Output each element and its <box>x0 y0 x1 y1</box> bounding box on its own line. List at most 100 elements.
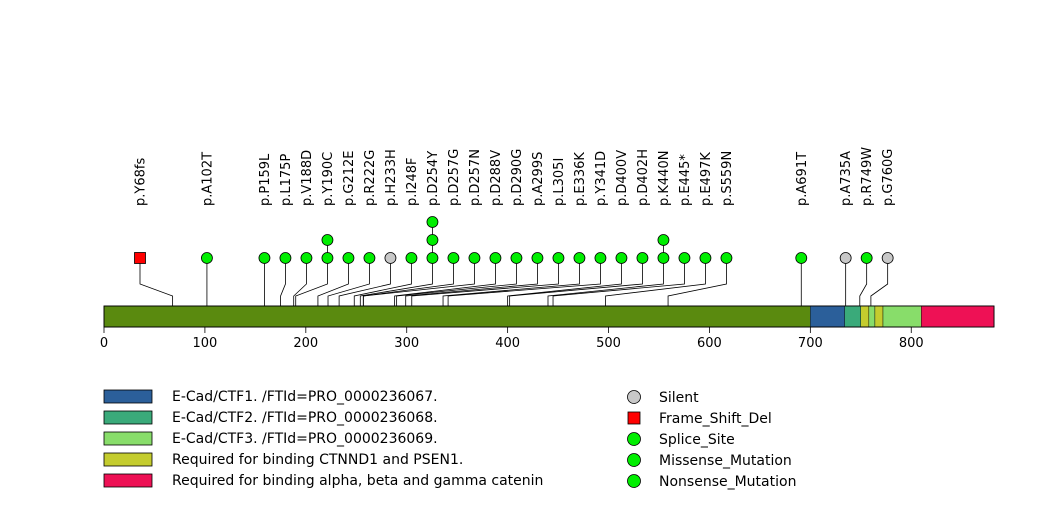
label-p-h233h: p.H233H <box>384 149 399 206</box>
marker-p-a691t-1 <box>795 252 808 264</box>
domain-legend-swatch-1 <box>103 410 153 425</box>
marker-p-v188d-1 <box>300 252 313 264</box>
marker-p-y341d-1 <box>594 252 607 264</box>
mutation-labels: p.Y68fs p.A102T p.P159L p.L175P p.V188D p.Y19… <box>134 147 897 206</box>
domain-legend-swatch-4 <box>103 473 153 488</box>
label-p-s559n: p.S559N <box>720 151 735 206</box>
mutation-legend-label-splice-site: Splice_Site <box>659 432 735 448</box>
label-p-y190c: p.Y190C <box>321 152 336 206</box>
label-p-d254y: p.D254Y <box>426 151 441 206</box>
marker-p-a735a-1 <box>839 252 852 264</box>
mutation-legend-label-frame-shift-del: Frame_Shift_Del <box>659 411 772 427</box>
stem-p-d257n <box>362 258 475 306</box>
mutation-legend-symbol-frame-shift-del <box>627 411 641 425</box>
domain-6-required-for-binding-alpha-beta-and-gamma-catenin <box>921 305 995 328</box>
marker-p-r222g-1 <box>363 252 376 264</box>
label-p-a299s: p.A299S <box>531 152 546 206</box>
domain-3-e-cad-ctf3-ftid-pro-0000236069 <box>868 305 876 328</box>
domain-legend-label-4: Required for binding alpha, beta and gam… <box>172 473 543 489</box>
label-p-k440n: p.K440N <box>657 151 672 206</box>
x-tick-label-700: 700 <box>798 336 823 351</box>
stem-p-r749w <box>859 258 868 306</box>
marker-p-d288v-1 <box>489 252 502 264</box>
domain-0-e-cad-ctf1-ftid-pro-0000236067 <box>810 305 845 328</box>
domain-legend-label-0: E-Cad/CTF1. /FTId=PRO_0000236067. <box>172 389 438 405</box>
mutation-legend-label-missense-mutation: Missense_Mutation <box>659 453 792 469</box>
mutation-markers <box>134 216 894 264</box>
x-tick-label-400: 400 <box>495 336 520 351</box>
x-tick-label-800: 800 <box>899 336 924 351</box>
marker-p-y190c-2 <box>321 234 334 246</box>
x-tick-label-300: 300 <box>394 336 419 351</box>
stem-p-l175p <box>280 258 286 306</box>
label-p-d257g: p.D257G <box>447 149 462 206</box>
protein-backbone-group <box>103 305 995 328</box>
stem-p-e336k <box>442 258 580 306</box>
marker-p-h233h-1 <box>384 252 397 264</box>
label-p-e445: p.E445* <box>678 154 693 206</box>
label-p-a735a: p.A735A <box>839 151 854 206</box>
marker-p-y190c-1 <box>321 252 334 264</box>
label-p-r222g: p.R222G <box>363 150 378 206</box>
label-p-p159l: p.P159L <box>258 153 273 206</box>
marker-p-k440n-2 <box>657 234 670 246</box>
stem-p-y68fs <box>139 258 174 306</box>
label-p-d288v: p.D288V <box>489 150 504 206</box>
marker-p-e497k-1 <box>699 252 712 264</box>
stem-p-y341d <box>447 258 601 306</box>
label-p-r749w: p.R749W <box>860 147 875 206</box>
label-p-y68fs: p.Y68fs <box>134 158 149 206</box>
stem-p-e497k <box>605 258 706 306</box>
x-tick-label-600: 600 <box>697 336 722 351</box>
x-tick-label-500: 500 <box>596 336 621 351</box>
marker-p-y68fs-1 <box>134 252 146 264</box>
marker-p-a299s-1 <box>531 252 544 264</box>
label-p-g212e: p.G212E <box>342 151 357 207</box>
stem-p-d400v <box>507 258 622 306</box>
x-tick-label-100: 100 <box>192 336 217 351</box>
domain-legend-label-3: Required for binding CTNND1 and PSEN1. <box>172 452 463 468</box>
marker-p-d290g-1 <box>510 252 523 264</box>
label-p-d400v: p.D400V <box>615 150 630 206</box>
stem-p-g212e <box>317 258 349 306</box>
stem-p-d290g <box>396 258 517 306</box>
label-p-e336k: p.E336K <box>573 152 588 206</box>
mutation-legend-symbol-missense-mutation <box>627 453 641 467</box>
domain-legend-label-2: E-Cad/CTF3. /FTId=PRO_0000236069. <box>172 431 438 447</box>
label-p-g760g: p.G760G <box>881 149 896 206</box>
domain-legend-swatch-2 <box>103 431 153 446</box>
marker-p-e336k-1 <box>573 252 586 264</box>
stem-p-r222g <box>327 258 370 306</box>
stem-p-s559n <box>667 258 727 306</box>
label-p-y341d: p.Y341D <box>594 151 609 206</box>
domain-legend: E-Cad/CTF1. /FTId=PRO_0000236067. E-Cad/C… <box>103 389 543 489</box>
x-tick-label-0: 0 <box>100 336 108 351</box>
label-p-a691t: p.A691T <box>795 152 810 206</box>
label-p-d402h: p.D402H <box>636 149 651 206</box>
stem-p-v188d <box>293 258 307 306</box>
label-p-l305i: p.L305I <box>552 158 567 206</box>
stem-p-d288v <box>394 258 496 306</box>
label-p-e497k: p.E497K <box>699 152 714 206</box>
label-p-a102t: p.A102T <box>200 152 215 206</box>
marker-p-e445-1 <box>678 252 691 264</box>
label-p-d290g: p.D290G <box>510 149 525 206</box>
marker-p-d254y-3 <box>426 216 439 228</box>
marker-p-g760g-1 <box>881 252 894 264</box>
stem-p-a299s <box>405 258 538 306</box>
marker-p-l305i-1 <box>552 252 565 264</box>
marker-p-s559n-1 <box>720 252 733 264</box>
domain-4-required-for-binding-ctnnd1-and-psen1 <box>874 305 884 328</box>
marker-p-k440n-1 <box>657 252 670 264</box>
stem-p-h233h <box>338 258 391 306</box>
x-axis: 0 100 200 300 400 500 600 700 800 <box>100 326 924 351</box>
domain-2-required-for-binding-ctnnd1-and-psen1 <box>860 305 870 328</box>
mutation-legend-label-silent: Silent <box>659 390 699 406</box>
marker-p-p159l-1 <box>258 252 271 264</box>
marker-p-d254y-2 <box>426 234 439 246</box>
marker-p-g212e-1 <box>342 252 355 264</box>
domain-legend-swatch-0 <box>103 389 153 404</box>
label-p-i248f: p.I248F <box>405 157 420 206</box>
marker-p-i248f-1 <box>405 252 418 264</box>
label-p-l175p: p.L175P <box>279 154 294 206</box>
